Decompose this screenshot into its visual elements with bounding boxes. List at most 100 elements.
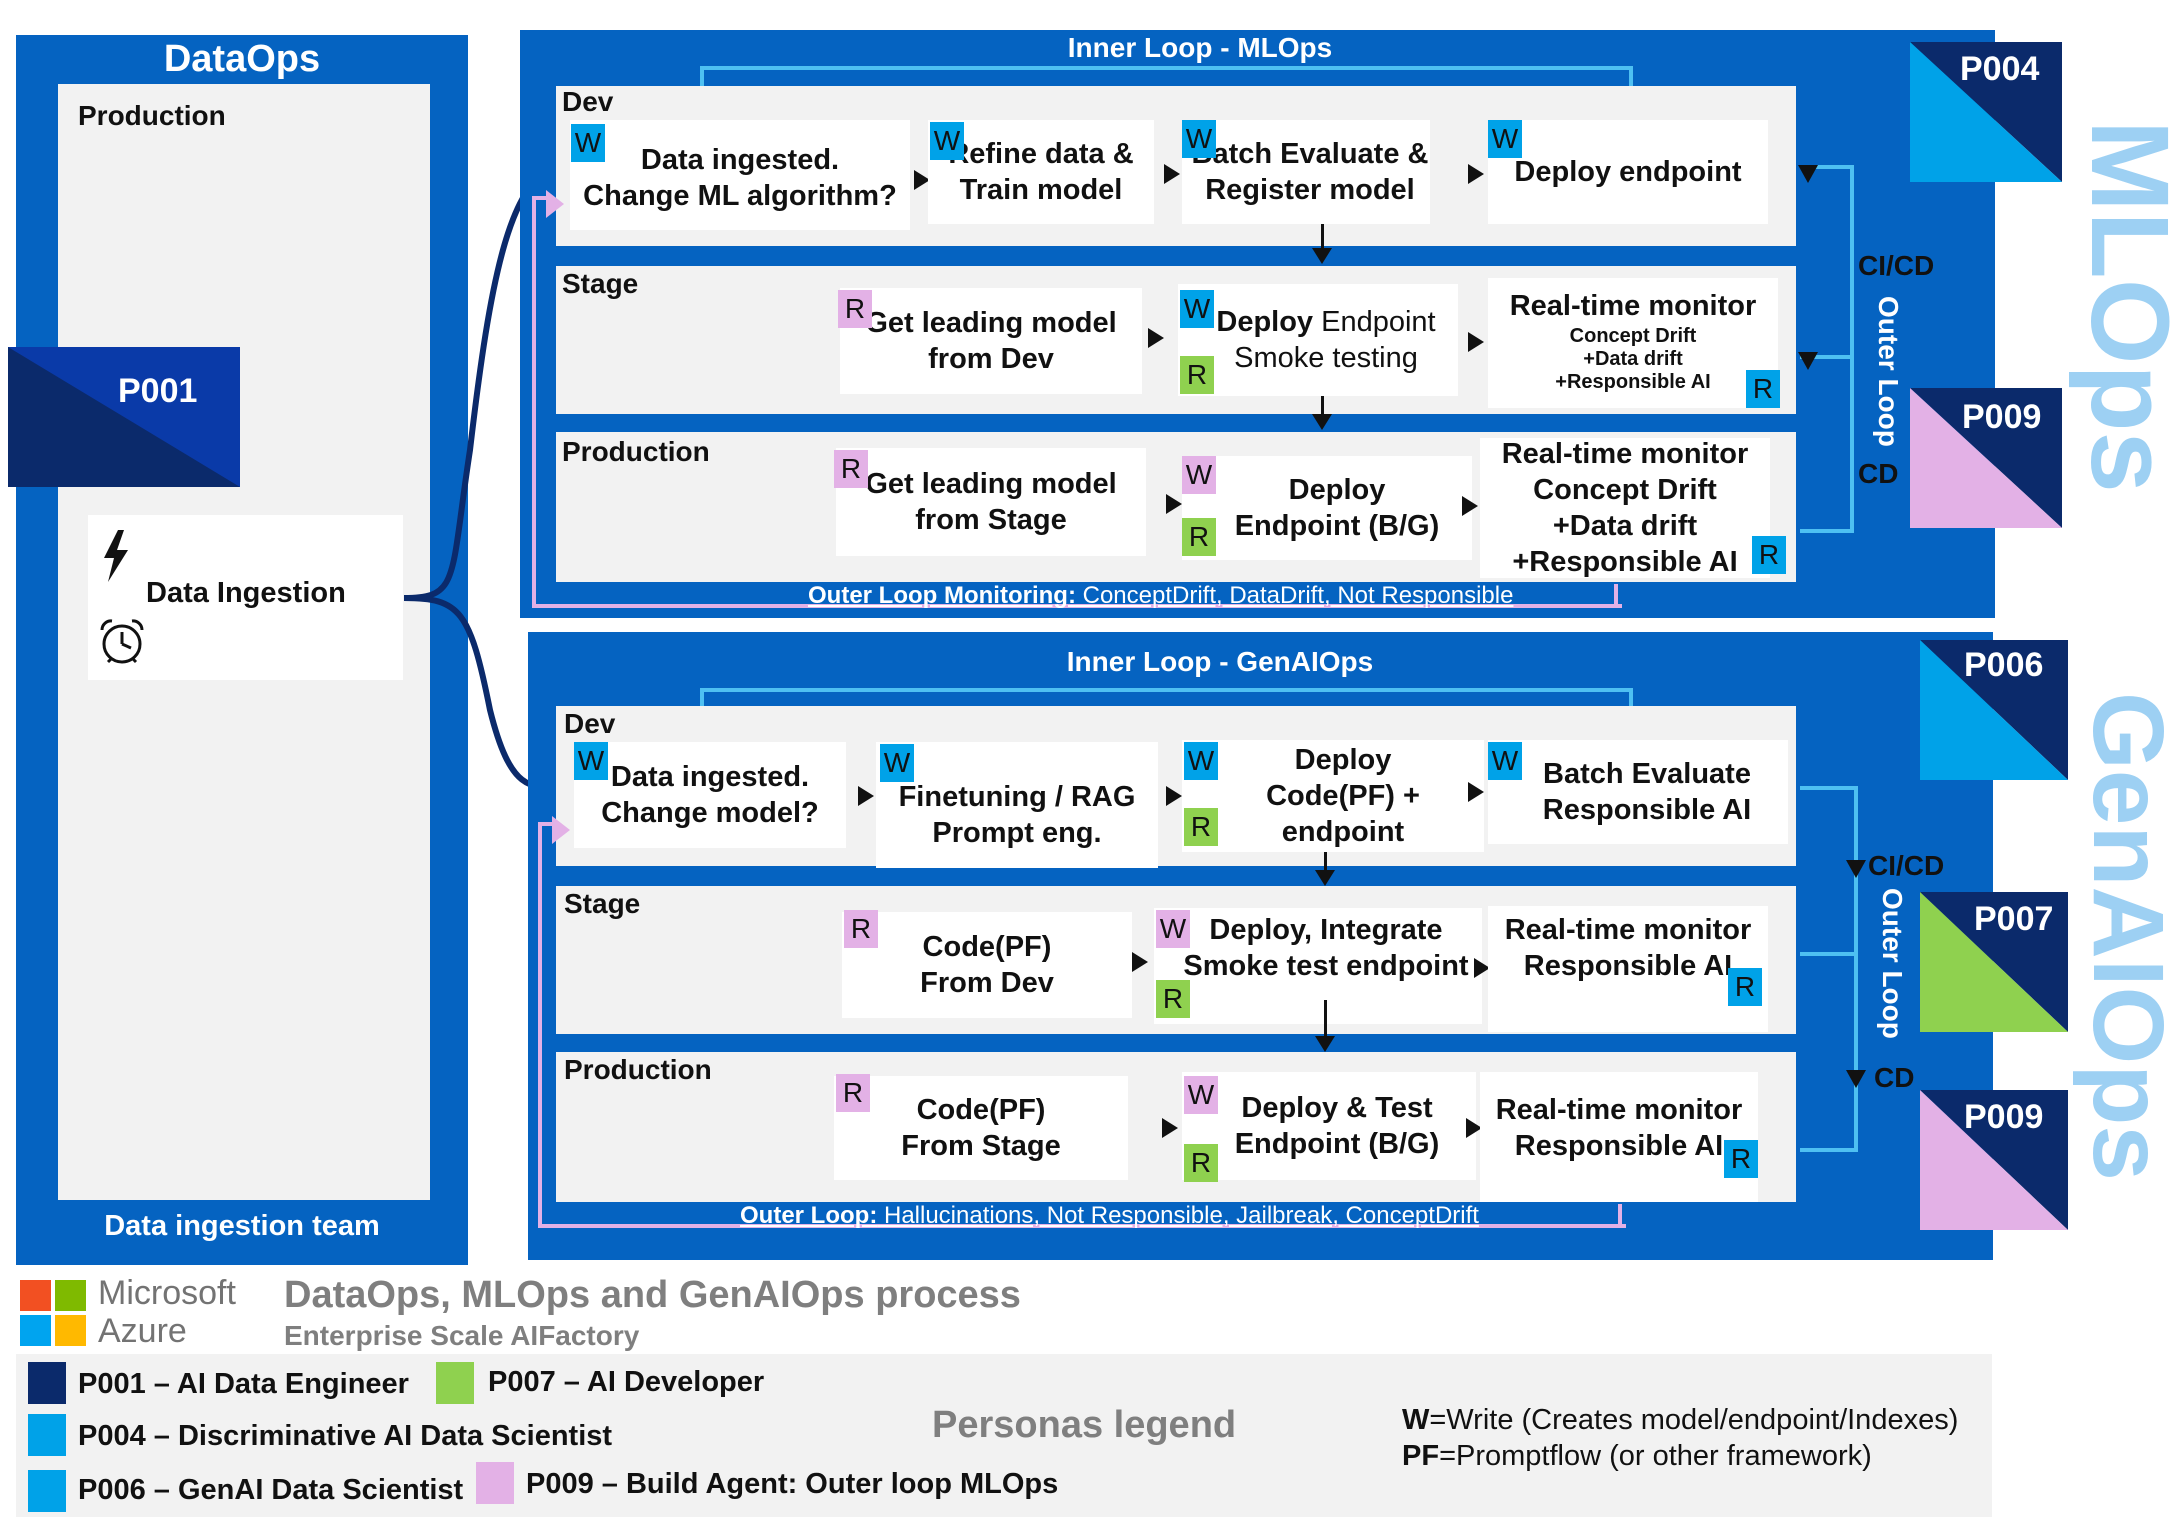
legend-p001: P001 – AI Data Engineer bbox=[78, 1368, 409, 1400]
write-badge: W bbox=[1488, 742, 1522, 780]
genaiops-dev-batch-evaluate-card[interactable]: Batch Evaluate Responsible AI bbox=[1488, 740, 1788, 844]
outer-loop-detail: Hallucinations, Not Responsible, Jailbre… bbox=[877, 1202, 1479, 1229]
mlops-dev-batch-evaluate-card[interactable]: Batch Evaluate & Register model bbox=[1182, 120, 1430, 224]
read-badge-green: R bbox=[1184, 808, 1218, 846]
mlops-cicd-line bbox=[1800, 165, 1854, 533]
data-ingestion-label: Data Ingestion bbox=[146, 577, 346, 609]
mlops-prod-get-model-card[interactable]: Get leading model from Stage bbox=[836, 448, 1146, 556]
write-badge: W bbox=[574, 742, 608, 780]
read-badge-cyan: R bbox=[1728, 968, 1762, 1006]
genaiops-stage-monitor-card[interactable]: Real-time monitor Responsible AI bbox=[1488, 906, 1768, 1032]
write-badge: W bbox=[1488, 120, 1522, 158]
monitor-line1: Concept Drift bbox=[1569, 325, 1697, 347]
genaiops-stage-code-card[interactable]: Code(PF) From Dev bbox=[842, 912, 1132, 1018]
data-ingestion-card[interactable] bbox=[88, 515, 403, 680]
mlops-outer-loop-line-right bbox=[1614, 584, 1618, 608]
genaiops-prod-monitor-card[interactable]: Real-time monitor Responsible AI bbox=[1480, 1072, 1758, 1202]
lightning-icon bbox=[100, 530, 130, 587]
write-badge: W bbox=[1184, 742, 1218, 780]
genaiops-outer-loop-line-right bbox=[1618, 1204, 1622, 1226]
write-badge: W bbox=[1182, 120, 1216, 158]
p009-swatch bbox=[476, 1462, 514, 1504]
flow-arrow bbox=[1166, 786, 1182, 806]
genaiops-cicd-line-mid bbox=[1800, 952, 1854, 956]
w-key: W bbox=[1402, 1404, 1430, 1436]
outer-loop-label: Outer Loop: bbox=[740, 1202, 878, 1229]
genaiops-prod-deploy-test-card[interactable]: Deploy & Test Endpoint (B/G) bbox=[1182, 1072, 1476, 1180]
mlops-outer-loop-text: Outer Loop Monitoring: ConceptDrift, Dat… bbox=[808, 582, 1513, 610]
legend-p006: P006 – GenAI Data Scientist bbox=[78, 1474, 464, 1506]
mlops-outer-loop-vertical: Outer Loop bbox=[1873, 296, 1904, 447]
genaiops-cd-label: CD bbox=[1874, 1062, 1915, 1093]
genaiops-prod-code-card[interactable]: Code(PF) From Stage bbox=[834, 1076, 1128, 1180]
mlops-dev-refine-train-card[interactable]: Refine data & Train model bbox=[928, 120, 1154, 224]
p006-label: P006 bbox=[1964, 646, 2044, 684]
p004-persona-flag bbox=[1910, 42, 2062, 182]
mlops-stage-get-model-card[interactable]: Get leading model from Dev bbox=[840, 288, 1142, 394]
mlops-stage-monitor-card[interactable]: Real-time monitor Concept Drift +Data dr… bbox=[1488, 278, 1778, 408]
genaiops-outer-loop-text: Outer Loop: Hallucinations, Not Responsi… bbox=[740, 1202, 1479, 1230]
arrow-down-left bbox=[1798, 352, 1818, 370]
mlops-dev-label: Dev bbox=[562, 86, 614, 117]
genaiops-side-title: GenAIOps bbox=[2072, 692, 2178, 1181]
flow-arrow bbox=[1474, 958, 1490, 978]
monitor-title: Real-time monitor bbox=[1509, 290, 1757, 322]
mlops-side-title: MLOps bbox=[2068, 120, 2178, 493]
flow-line bbox=[1324, 852, 1327, 874]
p004-swatch bbox=[28, 1414, 66, 1456]
p009-label: P009 bbox=[1962, 398, 2042, 436]
p001-label: P001 bbox=[118, 372, 198, 410]
read-badge-cyan: R bbox=[1746, 370, 1780, 408]
write-badge: W bbox=[1180, 290, 1214, 328]
flow-arrow-down bbox=[1315, 1036, 1335, 1052]
mlops-outer-loop-line-top bbox=[532, 196, 552, 200]
footer-subtitle: Enterprise Scale AIFactory bbox=[284, 1320, 640, 1351]
pf-key: PF=Promptflow (or other framework) bbox=[1402, 1440, 1872, 1473]
mlops-prod-deploy-card[interactable]: Deploy Endpoint (B/G) bbox=[1182, 456, 1472, 560]
genaiops-dev-deploy-code-card[interactable]: Deploy Code(PF) + endpoint bbox=[1182, 740, 1484, 852]
mlops-cicd-label: CI/CD bbox=[1858, 250, 1935, 281]
read-badge-green: R bbox=[1180, 356, 1214, 394]
read-badge-green: R bbox=[1182, 518, 1216, 556]
genaiops-outer-loop-vertical: Outer Loop bbox=[1877, 888, 1908, 1039]
legend-p007: P007 – AI Developer bbox=[488, 1366, 765, 1398]
mlops-inner-loop-title: Inner Loop - MLOps bbox=[1067, 32, 1333, 63]
genaiops-dev-data-ingested-card[interactable]: Data ingested. Change model? bbox=[574, 742, 846, 848]
data-ingestion-team-label: Data ingestion team bbox=[104, 1210, 380, 1242]
mlops-stage-deploy-card[interactable]: Deploy Endpoint Smoke testing bbox=[1178, 284, 1458, 396]
read-badge: R bbox=[834, 450, 868, 488]
legend-p009: P009 – Build Agent: Outer loop MLOps bbox=[526, 1468, 1059, 1500]
flow-arrow bbox=[1462, 496, 1478, 516]
flow-arrow-down bbox=[1312, 414, 1332, 430]
mlops-prod-monitor-card[interactable]: Real-time monitor Concept Drift +Data dr… bbox=[1480, 438, 1770, 578]
genaiops-stage-deploy-integrate-card[interactable]: Deploy, Integrate Smoke test endpoint bbox=[1154, 908, 1482, 1024]
mlops-stage-label: Stage bbox=[562, 268, 639, 299]
p007-swatch bbox=[436, 1362, 474, 1404]
p001-swatch bbox=[28, 1362, 66, 1404]
mlops-outer-loop-line bbox=[532, 196, 1622, 608]
read-badge-green: R bbox=[1156, 980, 1190, 1018]
read-badge: R bbox=[836, 1074, 870, 1112]
flow-arrow bbox=[1164, 164, 1180, 184]
flow-arrow bbox=[1468, 782, 1484, 802]
read-badge-cyan: R bbox=[1752, 536, 1786, 574]
mlops-dev-deploy-endpoint-card[interactable]: Deploy endpoint bbox=[1488, 120, 1768, 224]
p007-persona-flag bbox=[1920, 892, 2068, 1032]
genaiops-dev-finetuning-card[interactable]: Finetuning / RAG Prompt eng. bbox=[876, 742, 1158, 868]
pf-key-label: PF bbox=[1402, 1440, 1440, 1472]
write-badge: W bbox=[930, 122, 964, 160]
arrow-down-left bbox=[1846, 860, 1866, 878]
flow-arrow bbox=[858, 786, 874, 806]
smoke-testing: Smoke testing bbox=[1234, 342, 1418, 374]
genaiops-outer-loop-line-top bbox=[538, 822, 558, 826]
genaiops-cicd-label: CI/CD bbox=[1868, 850, 1945, 881]
dataops-production-label: Production bbox=[78, 100, 226, 131]
mlops-dev-data-ingested-card[interactable]: Data ingested. Change ML algorithm? bbox=[570, 120, 910, 230]
write-badge: W bbox=[1156, 910, 1190, 948]
monitor-line2: +Data drift bbox=[1583, 348, 1683, 370]
p006-swatch bbox=[28, 1470, 66, 1512]
mlops-cd-label: CD bbox=[1858, 458, 1899, 489]
genaiops-outer-loop-line bbox=[538, 822, 1626, 1228]
genaiops-dev-label: Dev bbox=[564, 708, 616, 739]
write-badge: W bbox=[571, 124, 605, 162]
